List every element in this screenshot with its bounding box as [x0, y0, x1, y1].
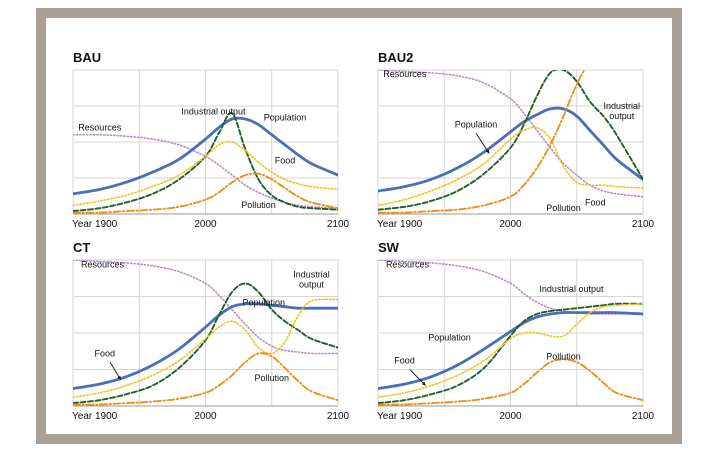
- series-label-food: Food: [585, 197, 606, 207]
- x-tick-label: 2100: [632, 411, 655, 422]
- series-line-pollution: [73, 172, 338, 214]
- figure-panel: Resources Population Industrial output Food…: [46, 18, 672, 434]
- world3-scenarios-figure: Resources Population Industrial output Food…: [72, 50, 655, 422]
- series-label-population: Population: [455, 120, 498, 130]
- chart-panel-ct: Resources Population Industrial output Food P…: [72, 240, 350, 422]
- series-line-industrial: [378, 302, 643, 405]
- series-line-industrial: [73, 282, 338, 405]
- x-tick-label: 2100: [327, 219, 350, 230]
- figure-frame: Resources Population Industrial output Food…: [36, 8, 682, 444]
- series-line-population: [73, 116, 338, 196]
- label-line: Industrial: [293, 270, 330, 280]
- series-label-pollution: Pollution: [546, 203, 581, 213]
- chart-panel-bau2: Resources Population Industrial output Food P…: [377, 50, 655, 230]
- series-label-industrial: Industrial output: [539, 284, 604, 294]
- series-label-food: Food: [394, 356, 415, 366]
- chart-panel-bau: Resources Population Industrial output Food…: [72, 50, 350, 230]
- series-label-food: Food: [275, 156, 296, 166]
- x-tick-label: Year 1900: [72, 411, 118, 422]
- series-line-resources: [73, 260, 338, 355]
- series-label-industrial: Industrial output: [181, 107, 246, 117]
- x-tick-label: 2100: [632, 219, 655, 230]
- series-line-pollution: [378, 358, 643, 406]
- x-tick-label: 2000: [499, 411, 522, 422]
- chart-panel-sw: Resources Population Industrial output Food…: [377, 240, 655, 422]
- series-label-population: Population: [243, 297, 286, 307]
- series-line-industrial: [378, 70, 643, 211]
- x-tick-label: 2000: [499, 219, 522, 230]
- panel-title: SW: [378, 240, 400, 255]
- series-label-food: Food: [95, 348, 116, 358]
- annotation-arrow: [409, 369, 427, 386]
- x-tick-label: Year 1900: [377, 411, 423, 422]
- series-line-food: [378, 126, 643, 207]
- series-line-resources: [378, 70, 643, 198]
- panel-title: CT: [73, 240, 90, 255]
- series-line-resources: [73, 133, 338, 209]
- series-line-population: [378, 106, 643, 193]
- series-line-population: [378, 311, 643, 390]
- x-tick-label: 2100: [327, 411, 350, 422]
- x-tick-label: Year 1900: [377, 219, 423, 230]
- annotation-arrow: [475, 133, 490, 154]
- series-line-food: [73, 140, 338, 207]
- series-line-population: [73, 302, 338, 390]
- series-label-resources: Resources: [81, 259, 125, 269]
- label-line: output: [299, 280, 325, 290]
- panel-title: BAU2: [378, 50, 413, 65]
- series-label-pollution: Pollution: [254, 373, 289, 383]
- series-label-industrial: Industrial output: [293, 270, 330, 290]
- series-label-resources: Resources: [78, 122, 122, 132]
- label-line: output: [609, 111, 635, 121]
- annotation-arrowhead: [117, 375, 121, 380]
- series-label-population: Population: [264, 112, 307, 122]
- series-line-food: [73, 298, 338, 398]
- series-label-pollution: Pollution: [546, 351, 581, 361]
- panel-title: BAU: [73, 50, 101, 65]
- x-tick-label: 2000: [194, 411, 217, 422]
- series-label-pollution: Pollution: [241, 200, 276, 210]
- annotation-arrowhead: [485, 149, 490, 154]
- series-line-pollution: [378, 70, 586, 214]
- x-tick-label: Year 1900: [72, 219, 118, 230]
- label-line: Industrial: [604, 101, 641, 111]
- series-label-population: Population: [428, 332, 471, 342]
- series-line-food: [378, 303, 643, 398]
- x-tick-label: 2000: [194, 219, 217, 230]
- series-line-pollution: [73, 352, 338, 406]
- annotation-arrowhead: [421, 381, 426, 386]
- series-label-industrial: Industrial output: [604, 101, 641, 121]
- series-line-industrial: [73, 112, 338, 213]
- series-line-resources: [378, 260, 643, 315]
- series-label-resources: Resources: [386, 259, 430, 269]
- series-label-resources: Resources: [383, 69, 427, 79]
